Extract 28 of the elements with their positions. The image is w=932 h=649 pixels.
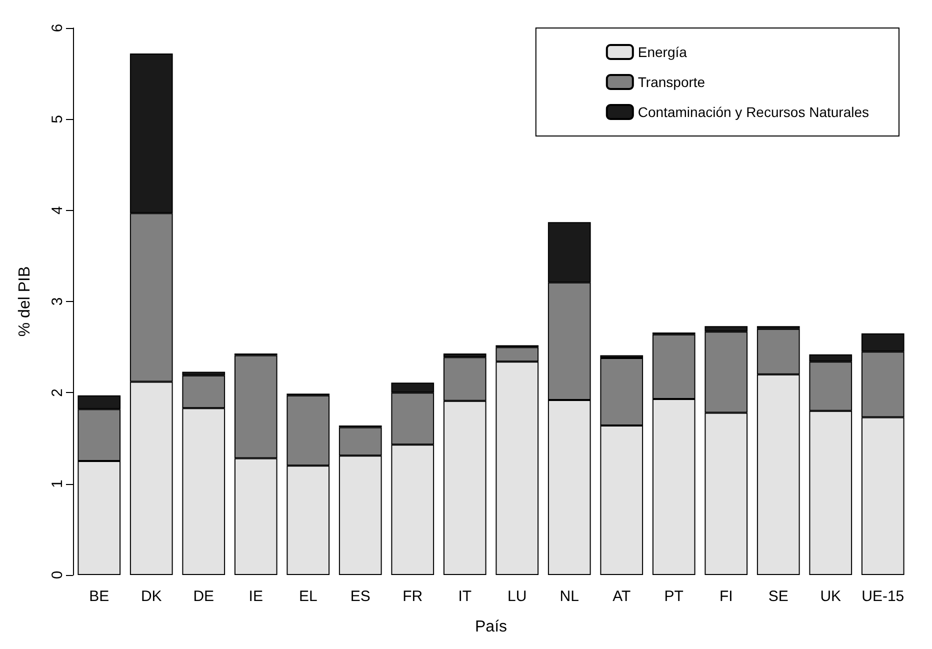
x-tick-label: IT [458, 588, 472, 605]
y-tick-label: 5 [49, 114, 66, 124]
x-tick-label: IE [248, 588, 263, 605]
x-tick-label: UE-15 [862, 588, 904, 605]
y-tick-label: 2 [49, 388, 66, 397]
legend-label: Contaminación y Recursos Naturales [638, 104, 870, 120]
x-tick-label: ES [350, 588, 370, 605]
x-axis-title: País [474, 618, 508, 636]
x-tick-label: DE [193, 588, 214, 605]
x-tick-label: AT [612, 588, 631, 605]
x-tick-label: FR [402, 588, 423, 605]
legend-label: Transporte [638, 74, 706, 90]
y-tick-label: 0 [49, 570, 66, 580]
y-tick-label: 3 [49, 297, 66, 306]
y-tick-label: 1 [49, 480, 66, 488]
x-tick-label: FI [719, 588, 733, 605]
x-tick-label: DK [140, 588, 162, 605]
y-axis-title: % del PIB [16, 266, 34, 337]
x-tick-label: UK [820, 588, 842, 605]
x-tick-label: EL [298, 588, 318, 605]
legend-label: Energía [638, 44, 688, 60]
x-tick-label: NL [560, 588, 579, 605]
y-tick-label: 4 [49, 206, 66, 215]
x-tick-label: LU [508, 588, 527, 605]
x-tick-label: BE [89, 588, 110, 605]
y-tick-label: 6 [49, 24, 66, 32]
x-tick-label: SE [768, 588, 788, 605]
x-tick-label: PT [664, 588, 684, 605]
